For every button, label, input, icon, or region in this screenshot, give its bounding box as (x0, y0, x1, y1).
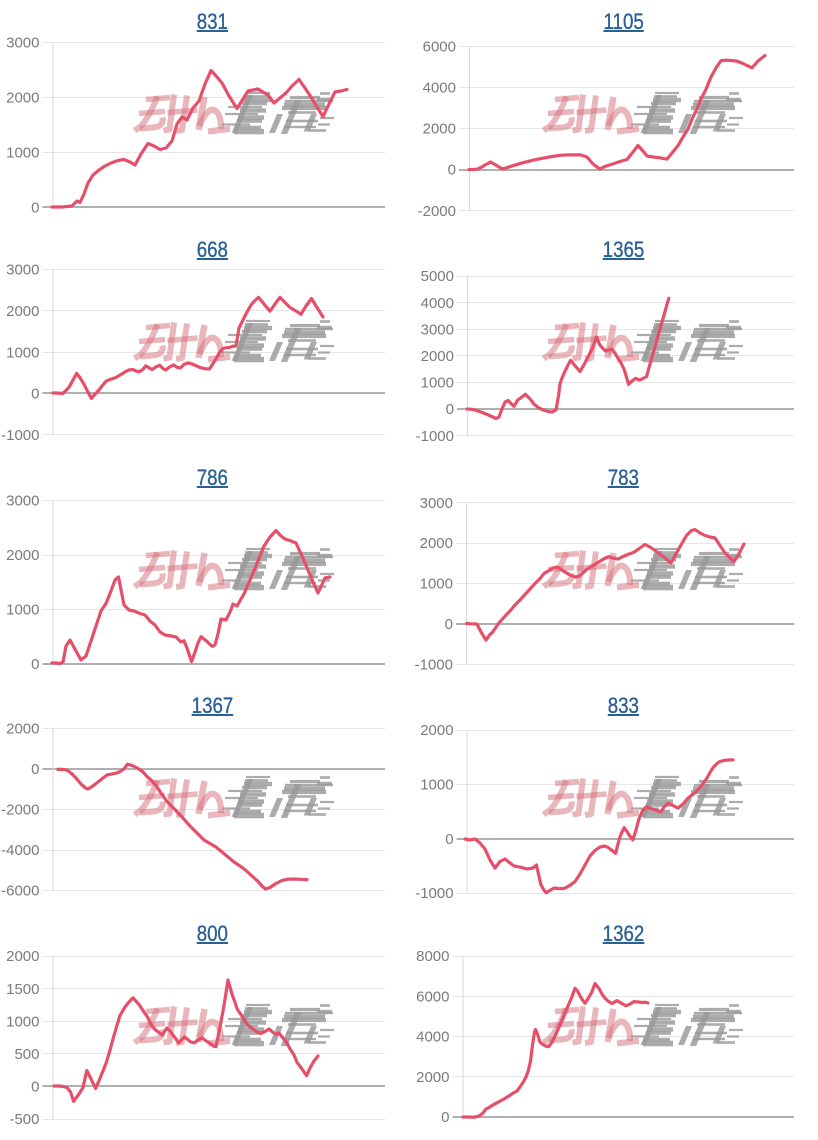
svg-text:0: 0 (445, 616, 453, 633)
svg-text:4000: 4000 (421, 295, 454, 312)
svg-text:0: 0 (445, 831, 453, 848)
svg-text:4000: 4000 (416, 1029, 449, 1046)
svg-text:-1000: -1000 (415, 885, 453, 902)
svg-text:-2000: -2000 (418, 203, 456, 220)
svg-text:2000: 2000 (420, 535, 453, 552)
svg-text:2000: 2000 (6, 948, 39, 965)
svg-text:4000: 4000 (423, 80, 456, 97)
svg-text:0: 0 (31, 1079, 39, 1096)
svg-text:0: 0 (448, 162, 456, 179)
svg-text:-500: -500 (9, 1111, 39, 1128)
svg-text:0: 0 (31, 199, 39, 216)
svg-text:-2000: -2000 (1, 802, 39, 819)
svg-text:1000: 1000 (6, 344, 39, 361)
svg-text:2000: 2000 (420, 722, 453, 739)
svg-text:3000: 3000 (6, 493, 39, 510)
svg-text:2000: 2000 (416, 1069, 449, 1086)
svg-text:2000: 2000 (421, 348, 454, 365)
svg-text:0: 0 (446, 401, 454, 418)
svg-text:2000: 2000 (6, 547, 39, 564)
svg-text:1000: 1000 (6, 602, 39, 619)
svg-text:3000: 3000 (6, 262, 39, 279)
svg-text:2000: 2000 (6, 90, 39, 107)
svg-text:2000: 2000 (6, 303, 39, 320)
svg-text:6000: 6000 (423, 38, 456, 55)
svg-text:0: 0 (31, 386, 39, 403)
svg-text:8000: 8000 (416, 948, 449, 965)
svg-text:0: 0 (31, 761, 39, 778)
svg-text:2000: 2000 (423, 121, 456, 138)
svg-text:-1000: -1000 (415, 656, 453, 673)
svg-text:1000: 1000 (421, 375, 454, 392)
svg-text:1000: 1000 (420, 576, 453, 593)
svg-text:2000: 2000 (6, 721, 39, 738)
svg-text:3000: 3000 (6, 35, 39, 52)
svg-text:1500: 1500 (6, 981, 39, 998)
svg-text:-6000: -6000 (1, 883, 39, 900)
svg-text:1000: 1000 (6, 144, 39, 161)
svg-text:3000: 3000 (421, 321, 454, 338)
svg-text:-1000: -1000 (1, 427, 39, 444)
svg-text:1000: 1000 (420, 777, 453, 794)
svg-text:0: 0 (31, 656, 39, 673)
svg-text:3000: 3000 (420, 495, 453, 512)
svg-text:0: 0 (441, 1109, 449, 1126)
svg-text:500: 500 (14, 1046, 39, 1063)
svg-text:-4000: -4000 (1, 842, 39, 859)
svg-text:6000: 6000 (416, 988, 449, 1005)
svg-text:1000: 1000 (6, 1013, 39, 1030)
svg-text:-1000: -1000 (416, 428, 454, 445)
svg-text:5000: 5000 (421, 268, 454, 285)
